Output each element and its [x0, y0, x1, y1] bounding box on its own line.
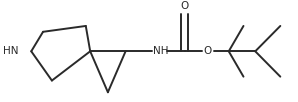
Text: NH: NH [153, 46, 168, 56]
Text: O: O [180, 1, 189, 11]
Text: O: O [204, 46, 212, 56]
Text: HN: HN [3, 46, 19, 56]
